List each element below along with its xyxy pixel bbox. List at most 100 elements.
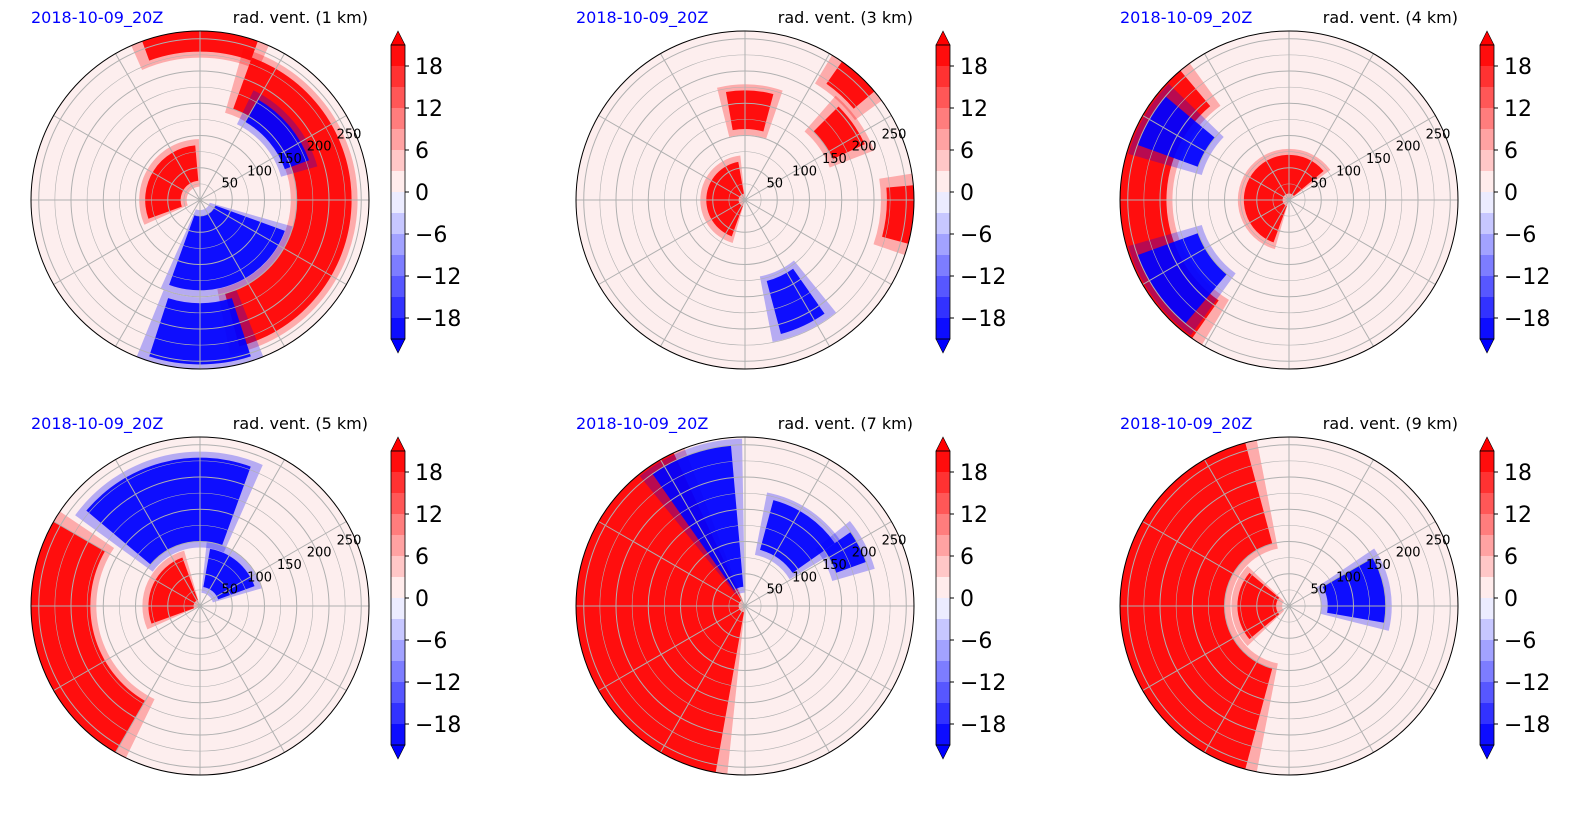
colorbar-tick-label: −18 [1504,713,1550,738]
colorbar-1: 18 12 6 0 −6 −12 −18 [390,30,461,354]
colorbar-level [1480,108,1494,130]
panel-2-title: rad. vent. (3 km) [777,8,913,27]
grid-spoke [744,53,830,201]
colorbar-level [936,255,950,277]
colorbar-tick-label: 0 [960,587,974,612]
colorbar-tick-label: −12 [415,671,461,696]
grid-spoke [660,605,746,753]
colorbar-level [936,108,950,130]
colorbar-level [1480,619,1494,641]
colorbar-level [1480,493,1494,515]
colorbar-level [1480,234,1494,256]
grid-spoke [1204,605,1290,753]
colorbar-level [391,451,405,473]
grid-spoke [1142,199,1290,285]
colorbar-tick-label: 6 [1504,545,1518,570]
colorbar-level [391,577,405,599]
radial-tick-label: 250 [337,533,362,548]
radial-tick-label: 100 [792,164,817,179]
grid-spoke [660,199,746,347]
colorbar-level [936,556,950,578]
grid-spoke [598,115,746,201]
colorbar-level [1480,150,1494,172]
colorbar-level [1480,535,1494,557]
colorbar-level [936,619,950,641]
radial-tick-label: 150 [822,152,847,167]
colorbar-tick-label: 6 [1504,139,1518,164]
grid-spoke [199,199,285,347]
field-layer [1120,31,1458,369]
colorbar-level [1480,192,1494,214]
radial-tick-label: 50 [222,177,239,192]
grid-spoke [1142,521,1290,607]
grid-spoke [744,115,892,201]
colorbar-tick-label: −6 [415,223,447,248]
grid-spoke [1204,53,1290,201]
grid-spoke [1288,605,1436,691]
field-feature-2 [225,57,352,347]
colorbar-tick-label: 12 [1504,97,1532,122]
plot-outline [30,436,370,776]
colorbar-level [391,297,405,319]
grid-spoke [744,521,892,607]
colorbar-level [936,150,950,172]
colorbar-level [391,472,405,494]
grid-spoke [115,459,201,607]
colorbar-tick-label: 18 [960,461,988,486]
colorbar-tick-label: 0 [415,587,429,612]
colorbar-level [391,661,405,683]
colorbar-level [936,703,950,725]
colorbar-tick-label: 12 [1504,503,1532,528]
field-layer [576,437,914,775]
colorbar-extend-max [1479,30,1495,46]
radial-tick-label: 100 [1336,570,1361,585]
colorbar-level [936,472,950,494]
colorbar-tick-label: −12 [1504,671,1550,696]
colorbar-tick-label: −6 [415,629,447,654]
field-layer [31,437,369,775]
colorbar-extend-min [935,338,951,354]
radial-tick-label: 150 [277,558,302,573]
colorbar-level [391,213,405,235]
radial-tick-label: 150 [1366,152,1391,167]
colorbar-extend-max [1479,436,1495,452]
colorbar-level [1480,577,1494,599]
colorbar-level [1480,556,1494,578]
colorbar-level [391,703,405,725]
colorbar-level [936,192,950,214]
panel-5-date: 2018-10-09_20Z [576,414,709,433]
plot-outline [30,30,370,370]
colorbar-tick-label: −18 [960,713,1006,738]
colorbar-tick-label: −18 [960,307,1006,332]
field-layer [1120,437,1458,775]
radial-tick-label: 50 [767,177,784,192]
colorbar-level [1480,318,1494,340]
panel-6-date: 2018-10-09_20Z [1120,414,1253,433]
colorbar-level [1480,661,1494,683]
colorbar-extend-min [1479,744,1495,760]
colorbar-level [936,213,950,235]
radial-tick-label: 200 [307,546,332,561]
field-feature-4 [1137,233,1227,324]
colorbar-extend-max [935,436,951,452]
radial-tick-label: 100 [1336,164,1361,179]
colorbar-level [936,640,950,662]
colorbar-2: 18 12 6 0 −6 −12 −18 [935,30,1006,354]
grid-spoke [1288,53,1374,201]
field-feature-3 [826,61,875,109]
colorbar-level [1480,171,1494,193]
grid-spoke [598,521,746,607]
colorbar-level [936,514,950,536]
grid-spoke [1204,199,1290,347]
colorbar-5: 18 12 6 0 −6 −12 −18 [935,436,1006,760]
grid-spoke [115,53,201,201]
panel-4-date: 2018-10-09_20Z [31,414,164,433]
colorbar-6: 18 12 6 0 −6 −12 −18 [1479,436,1550,760]
grid-spoke [199,115,347,201]
field-feature-2 [813,106,865,160]
colorbar-level [936,234,950,256]
colorbar-level [936,724,950,746]
field-feature-6 [245,99,310,170]
field-feature-4 [203,548,255,600]
